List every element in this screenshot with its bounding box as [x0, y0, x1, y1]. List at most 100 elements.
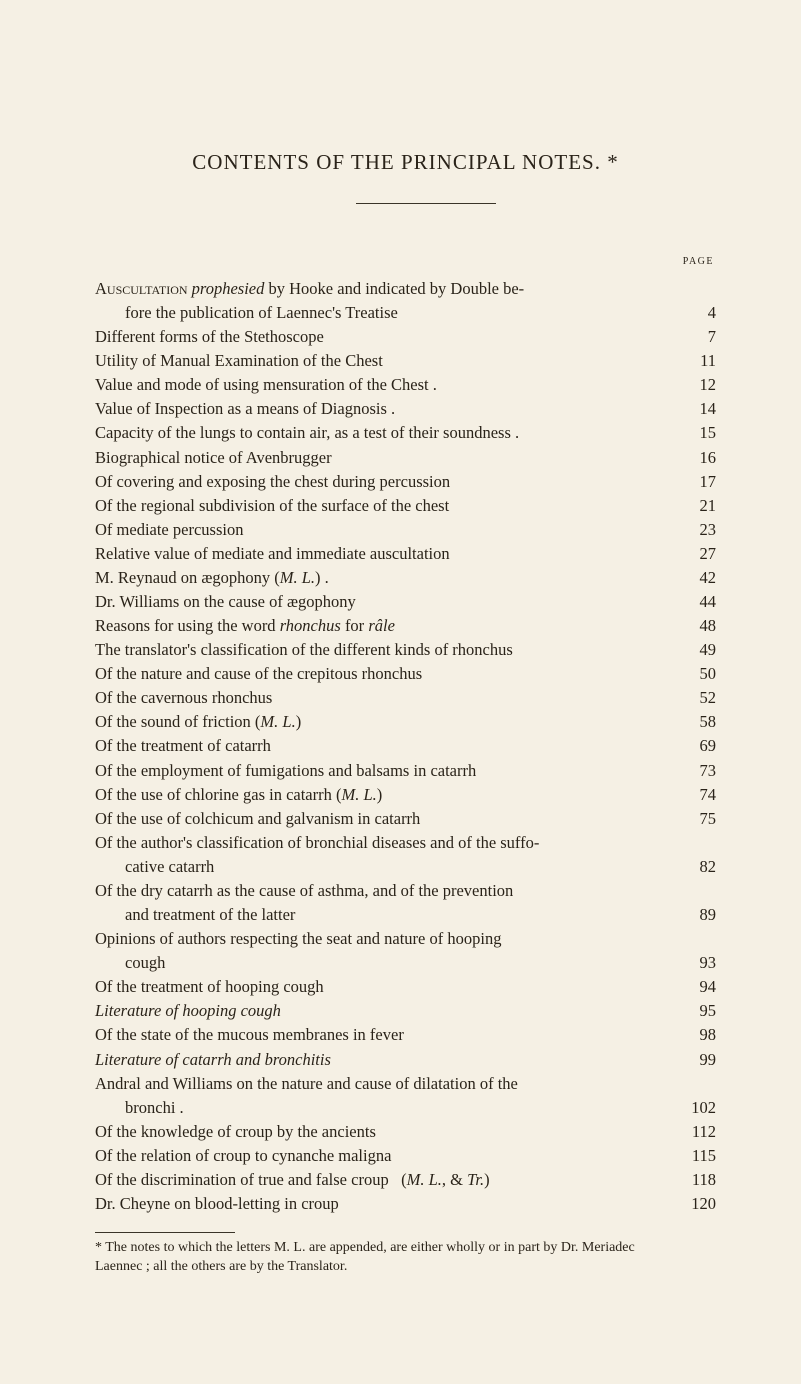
- toc-page-number: 93: [680, 951, 716, 975]
- toc-page-number: 95: [680, 999, 716, 1023]
- toc-entry: Of the employment of fumigations and bal…: [95, 759, 716, 783]
- toc-entry-text: Dr. Cheyne on blood-letting in croup: [95, 1192, 680, 1216]
- toc-entry: M. Reynaud on ægophony (M. L.) .42: [95, 566, 716, 590]
- toc-page-number: 98: [680, 1023, 716, 1047]
- toc-entry-text: Relative value of mediate and immediate …: [95, 542, 680, 566]
- toc-entry: Reasons for using the word rhonchus for …: [95, 614, 716, 638]
- toc-entry-text: Of the knowledge of croup by the ancient…: [95, 1120, 680, 1144]
- toc-entry: Of the nature and cause of the crepitous…: [95, 662, 716, 686]
- toc-page-number: 49: [680, 638, 716, 662]
- toc-entry-text: Dr. Williams on the cause of ægophony: [95, 590, 680, 614]
- toc-entry-text: Literature of catarrh and bronchitis: [95, 1048, 680, 1072]
- toc-page-number: 15: [680, 421, 716, 445]
- toc-entry: Literature of catarrh and bronchitis99: [95, 1048, 716, 1072]
- toc-entry: cough93: [95, 951, 716, 975]
- toc-page-number: 74: [680, 783, 716, 807]
- toc-entry: fore the publication of Laennec's Treati…: [95, 301, 716, 325]
- toc-page-number: 50: [680, 662, 716, 686]
- toc-page-number: 112: [680, 1120, 716, 1144]
- toc-page-number: 48: [680, 614, 716, 638]
- toc-entry-text: Of the treatment of catarrh: [95, 734, 680, 758]
- toc-entry: Value of Inspection as a means of Diagno…: [95, 397, 716, 421]
- toc-entry-text: Of the relation of croup to cynanche mal…: [95, 1144, 680, 1168]
- toc-entry: Of the use of chlorine gas in catarrh (M…: [95, 783, 716, 807]
- toc-page-number: 23: [680, 518, 716, 542]
- toc-entry: Utility of Manual Examination of the Che…: [95, 349, 716, 373]
- toc-entry-text: Of the regional subdivision of the surfa…: [95, 494, 680, 518]
- toc-entry: Of the sound of friction (M. L.)58: [95, 710, 716, 734]
- toc-page-number: 27: [680, 542, 716, 566]
- toc-entry-text: Biographical notice of Avenbrugger: [95, 446, 680, 470]
- toc-page-number: 4: [680, 301, 716, 325]
- toc-page-number: 82: [680, 855, 716, 879]
- toc-entry: Of the dry catarrh as the cause of asthm…: [95, 879, 716, 903]
- toc-page-number: 89: [680, 903, 716, 927]
- toc-page-number: 11: [680, 349, 716, 373]
- toc-entry-text: Value and mode of using mensuration of t…: [95, 373, 680, 397]
- toc-entry: Of the treatment of hooping cough94: [95, 975, 716, 999]
- toc-page-number: 75: [680, 807, 716, 831]
- toc-entry-text: Of the state of the mucous membranes in …: [95, 1023, 680, 1047]
- toc-entry-text: cative catarrh: [95, 855, 680, 879]
- toc-entry: Value and mode of using mensuration of t…: [95, 373, 716, 397]
- toc-page-number: 118: [680, 1168, 716, 1192]
- toc-entry-text: Of the treatment of hooping cough: [95, 975, 680, 999]
- toc-entry: Of the treatment of catarrh69: [95, 734, 716, 758]
- footnote-text: * The notes to which the letters M. L. a…: [95, 1239, 716, 1277]
- toc-entry: Dr. Williams on the cause of ægophony44: [95, 590, 716, 614]
- toc-entry: Opinions of authors respecting the seat …: [95, 927, 716, 951]
- toc-entry: The translator's classification of the d…: [95, 638, 716, 662]
- toc-entry-text: Reasons for using the word rhonchus for …: [95, 614, 680, 638]
- toc-entry: Andral and Williams on the nature and ca…: [95, 1072, 716, 1096]
- toc-entry-text: Value of Inspection as a means of Diagno…: [95, 397, 680, 421]
- toc-entry-text: fore the publication of Laennec's Treati…: [95, 301, 680, 325]
- toc-entry-text: Utility of Manual Examination of the Che…: [95, 349, 680, 373]
- toc-page-number: 7: [680, 325, 716, 349]
- toc-page-number: 99: [680, 1048, 716, 1072]
- toc-entry-text: Of covering and exposing the chest durin…: [95, 470, 680, 494]
- toc-page-number: 14: [680, 397, 716, 421]
- toc-entry: Of the relation of croup to cynanche mal…: [95, 1144, 716, 1168]
- toc-entry: and treatment of the latter89: [95, 903, 716, 927]
- toc-entry: bronchi .102: [95, 1096, 716, 1120]
- toc-entry-text: The translator's classification of the d…: [95, 638, 680, 662]
- toc-entry: Relative value of mediate and immediate …: [95, 542, 716, 566]
- toc-entry-text: Different forms of the Stethoscope: [95, 325, 680, 349]
- toc-entry-text: Of the employment of fumigations and bal…: [95, 759, 680, 783]
- toc-entry-text: Of the author's classification of bronch…: [95, 831, 680, 855]
- toc-entry-text: bronchi .: [95, 1096, 680, 1120]
- toc-page-number: 120: [680, 1192, 716, 1216]
- table-of-contents: Auscultation prophesied by Hooke and ind…: [95, 277, 716, 1216]
- toc-entry: Of the author's classification of bronch…: [95, 831, 716, 855]
- toc-entry: Of the discrimination of true and false …: [95, 1168, 716, 1192]
- toc-entry: Of the state of the mucous membranes in …: [95, 1023, 716, 1047]
- toc-entry-text: Of mediate percussion: [95, 518, 680, 542]
- toc-page-number: 44: [680, 590, 716, 614]
- toc-entry: Biographical notice of Avenbrugger16: [95, 446, 716, 470]
- toc-page-number: 115: [680, 1144, 716, 1168]
- toc-entry: Capacity of the lungs to contain air, as…: [95, 421, 716, 445]
- toc-entry-text: and treatment of the latter: [95, 903, 680, 927]
- toc-entry-text: Auscultation prophesied by Hooke and ind…: [95, 277, 680, 301]
- toc-page-number: 12: [680, 373, 716, 397]
- toc-entry-text: Literature of hooping cough: [95, 999, 680, 1023]
- page-title: CONTENTS OF THE PRINCIPAL NOTES. *: [95, 150, 716, 175]
- toc-page-number: 69: [680, 734, 716, 758]
- toc-page-number: 21: [680, 494, 716, 518]
- toc-entry: Dr. Cheyne on blood-letting in croup120: [95, 1192, 716, 1216]
- toc-page-number: 42: [680, 566, 716, 590]
- footnote-divider: [95, 1232, 235, 1233]
- toc-entry-text: Opinions of authors respecting the seat …: [95, 927, 680, 951]
- toc-entry-text: Capacity of the lungs to contain air, as…: [95, 421, 680, 445]
- toc-entry-text: Of the sound of friction (M. L.): [95, 710, 680, 734]
- toc-page-number: 17: [680, 470, 716, 494]
- toc-page-number: 52: [680, 686, 716, 710]
- toc-entry-text: Andral and Williams on the nature and ca…: [95, 1072, 680, 1096]
- toc-entry: Of the regional subdivision of the surfa…: [95, 494, 716, 518]
- toc-entry: Auscultation prophesied by Hooke and ind…: [95, 277, 716, 301]
- toc-entry: Literature of hooping cough95: [95, 999, 716, 1023]
- toc-entry: Of the knowledge of croup by the ancient…: [95, 1120, 716, 1144]
- toc-entry-text: Of the nature and cause of the crepitous…: [95, 662, 680, 686]
- toc-entry-text: Of the discrimination of true and false …: [95, 1168, 680, 1192]
- toc-page-number: 94: [680, 975, 716, 999]
